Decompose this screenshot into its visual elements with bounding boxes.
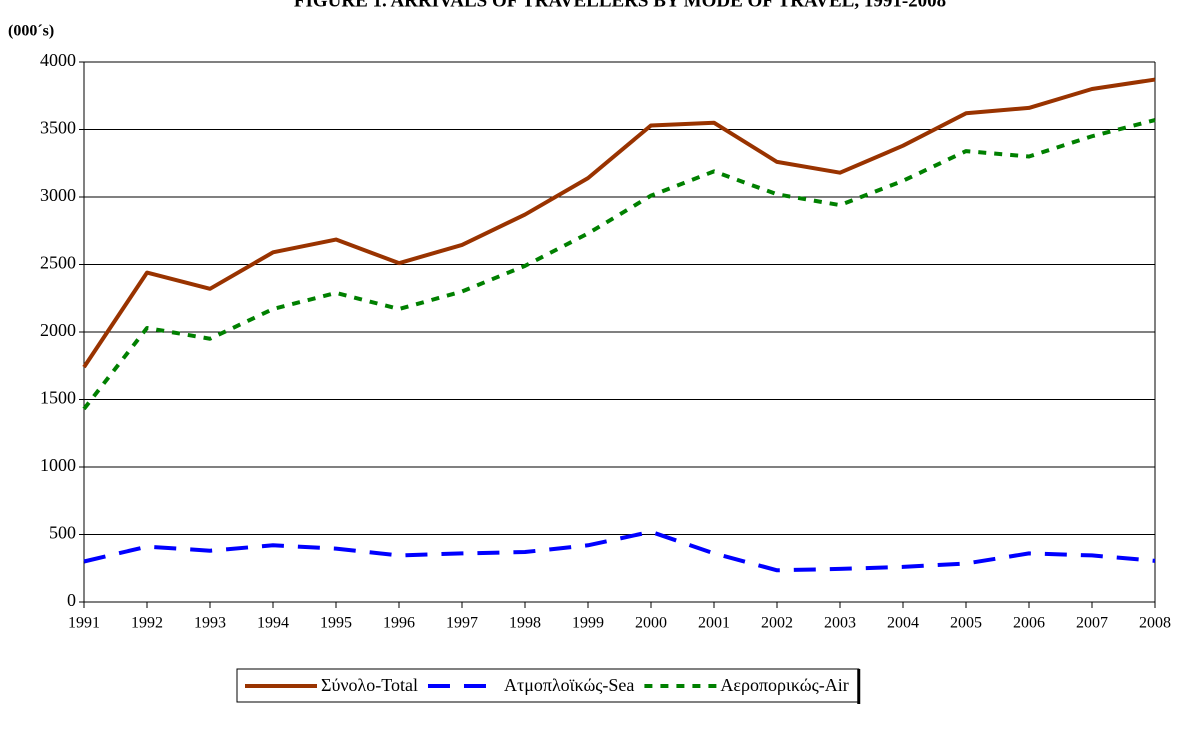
x-tick-label: 1994 — [257, 615, 289, 632]
y-tick-label: 500 — [49, 523, 76, 543]
series-line — [82, 118, 1156, 411]
x-tick-label: 2000 — [635, 615, 667, 632]
y-tick-label: 0 — [67, 590, 76, 610]
x-tick-label: 1991 — [68, 615, 100, 632]
x-tick-label: 1998 — [509, 615, 541, 632]
legend-label: Αεροπορικώς-Air — [720, 675, 848, 695]
x-tick-label: 2005 — [950, 615, 982, 632]
series-line — [82, 77, 1156, 369]
y-tick-label: 1000 — [40, 455, 76, 475]
x-tick-label: 1997 — [446, 615, 478, 632]
y-tick-label: 3500 — [40, 118, 76, 138]
y-tick-label: 2000 — [40, 320, 76, 340]
x-tick-label: 2003 — [824, 615, 856, 632]
y-tick-label: 4000 — [40, 50, 76, 70]
legend: Σύνολο-Total Ατμοπλοϊκώς-Sea Αεροπορικώς-A… — [236, 668, 861, 704]
x-tick-label: 1993 — [194, 615, 226, 632]
chart-title: FIGURE 1. ARRIVALS OF TRAVELLERS BY MODE… — [294, 0, 946, 11]
x-tick-label: 2007 — [1076, 615, 1108, 632]
legend-label: Ατμοπλοϊκώς-Sea — [504, 675, 634, 695]
x-tick-label: 2008 — [1139, 615, 1171, 632]
x-tick-label: 2001 — [698, 615, 730, 632]
x-tick-label: 1995 — [320, 615, 352, 632]
series-line — [83, 529, 1156, 573]
y-tick-label: 2500 — [40, 253, 76, 273]
x-tick-label: 1999 — [572, 615, 604, 632]
x-tick-label: 2006 — [1013, 615, 1045, 632]
x-tick-label: 2002 — [761, 615, 793, 632]
x-tick-label: 1992 — [131, 615, 163, 632]
y-tick-label: 3000 — [40, 185, 76, 205]
legend-box — [236, 668, 860, 703]
y-tick-label: 1500 — [40, 388, 76, 408]
y-axis-label: (000´s) — [8, 23, 54, 40]
x-tick-label: 2004 — [887, 615, 919, 632]
x-tick-label: 1996 — [383, 615, 415, 632]
legend-label: Σύνολο-Total — [321, 675, 418, 695]
